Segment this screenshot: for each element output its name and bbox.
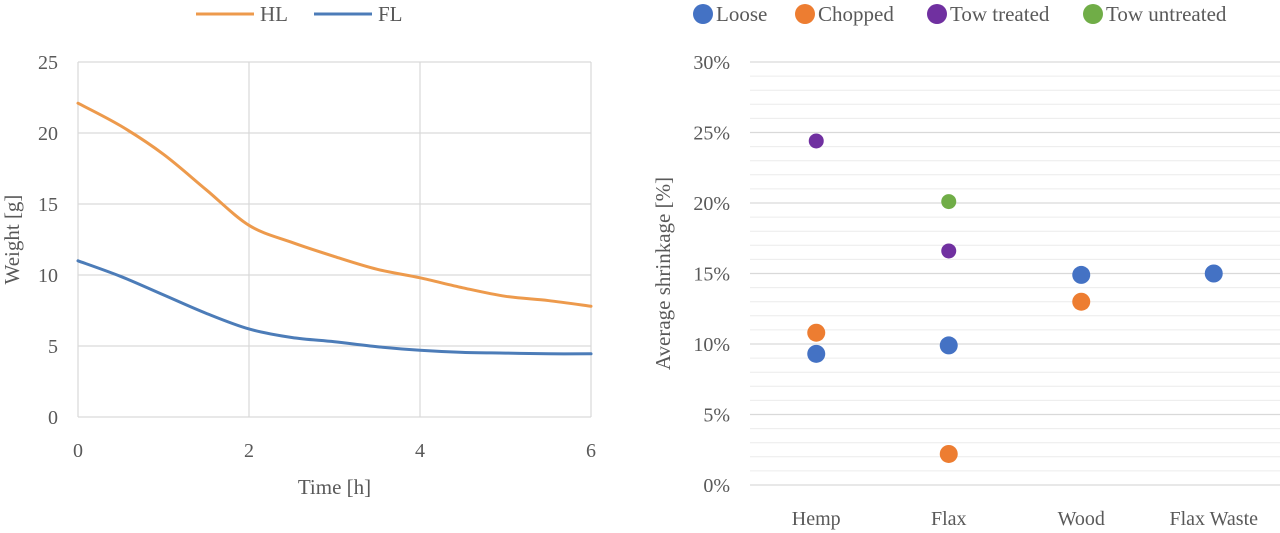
point-loose (939, 336, 958, 355)
y-tick-label: 25 (38, 52, 58, 74)
y-tick-label: 15 (38, 194, 58, 216)
x-axis-title: Time [h] (298, 475, 371, 499)
y-tick-label: 10 (38, 265, 58, 287)
point-tow-untreated (941, 194, 957, 210)
y-tick-label: 5 (48, 336, 58, 358)
x-tick-label: 6 (586, 440, 596, 462)
point-tow-treated (941, 243, 957, 259)
point-chopped (1072, 292, 1091, 311)
shrinkage-scatter-chart: 0% 5% 10% 15% 20% 25% 30% Hemp Flax Wood Flax Wast… (651, 2, 1280, 530)
point-loose (807, 344, 826, 363)
point-tow-treated (808, 133, 824, 149)
x-tick-label: 4 (415, 440, 425, 462)
y-tick-label: 0 (48, 407, 58, 429)
x-tick-label: 0 (73, 440, 83, 462)
legend-label-hl: HL (260, 2, 288, 26)
x-category-label: Hemp (792, 508, 841, 530)
y-tick-label: 5% (703, 405, 730, 427)
legend-label-fl: FL (378, 2, 403, 26)
legend-marker-chopped (795, 4, 815, 24)
weight-line-chart: 0 5 10 15 20 25 0 2 4 6 Time [h] Weight [g] HL FL (0, 2, 596, 499)
y-tick-label: 15% (693, 264, 730, 286)
y-tick-label: 0% (703, 475, 730, 497)
y-tick-label: 30% (693, 52, 730, 74)
legend-label-tow-untreated: Tow untreated (1106, 2, 1227, 26)
legend-label-chopped: Chopped (818, 2, 894, 26)
x-category-label: Flax Waste (1169, 508, 1258, 530)
point-loose (1072, 265, 1091, 284)
y-tick-label: 10% (693, 334, 730, 356)
x-category-label: Flax (931, 508, 967, 530)
legend-label-loose: Loose (716, 2, 767, 26)
point-chopped (807, 323, 826, 342)
y-tick-label: 20% (693, 193, 730, 215)
point-loose (1204, 264, 1223, 283)
y-tick-label: 25% (693, 123, 730, 145)
x-category-label: Wood (1058, 508, 1105, 530)
series-line-hl (76, 101, 593, 308)
x-tick-label: 2 (244, 440, 254, 462)
y-tick-label: 20 (38, 123, 58, 145)
y-axis-title: Average shrinkage [%] (651, 177, 675, 370)
legend-marker-tow-treated (927, 4, 947, 24)
legend-marker-loose (693, 4, 713, 24)
point-chopped (939, 444, 958, 463)
series-line-fl (76, 259, 593, 356)
legend-marker-tow-untreated (1083, 4, 1103, 24)
y-axis-title: Weight [g] (0, 195, 24, 285)
legend-label-tow-treated: Tow treated (950, 2, 1050, 26)
